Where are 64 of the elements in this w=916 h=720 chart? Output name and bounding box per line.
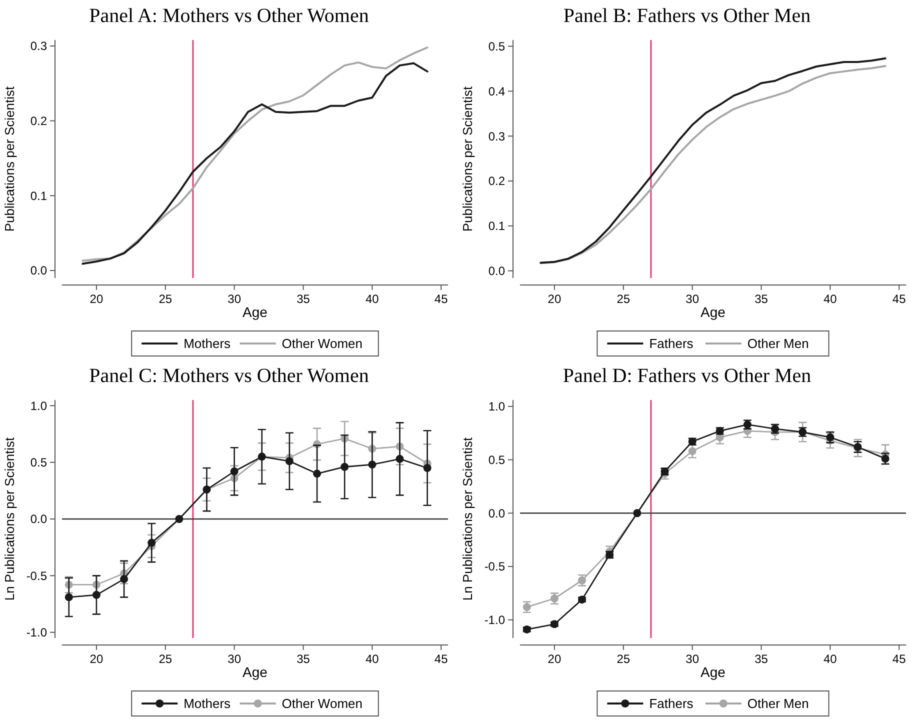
- x-tick-label: 35: [296, 292, 310, 306]
- x-tick-label: 30: [228, 652, 242, 666]
- x-tick-label: 45: [434, 292, 448, 306]
- x-tick-label: 30: [228, 292, 242, 306]
- x-tick-label: 45: [892, 292, 906, 306]
- x-tick-label: 20: [548, 292, 562, 306]
- y-tick-label: 0.2: [488, 174, 506, 188]
- y-tick-label: 0.3: [30, 39, 48, 54]
- x-tick-label: 20: [90, 292, 104, 306]
- x-tick-label: 25: [616, 292, 630, 306]
- y-axis-title: Publications per Scientist: [460, 86, 475, 232]
- y-tick-label: 0.1: [488, 219, 506, 234]
- legend-label: Other Men: [747, 336, 809, 352]
- y-tick-label: 0.5: [488, 452, 506, 467]
- y-tick-label: 0.3: [488, 129, 506, 144]
- x-tick-label: 20: [90, 652, 104, 666]
- y-tick-label: -1.0: [484, 613, 506, 628]
- y-tick-label: 0.0: [488, 264, 506, 278]
- legend-label: Other Men: [747, 696, 809, 712]
- y-tick-label: 0.4: [488, 84, 506, 98]
- y-axis-title: Ln Publications per Scientist: [2, 436, 17, 601]
- x-axis-title: Age: [242, 664, 268, 680]
- legend-label: Other Women: [282, 696, 362, 712]
- y-tick-label: 0.0: [30, 512, 48, 526]
- y-axis-title: Ln Publications per Scientist: [460, 436, 475, 601]
- x-tick-label: 40: [824, 652, 838, 666]
- y-tick-label: 0.0: [488, 506, 506, 520]
- x-tick-label: 25: [158, 292, 172, 306]
- x-tick-label: 20: [548, 652, 562, 666]
- y-tick-label: 1.0: [30, 398, 48, 413]
- legend-label: Mothers: [184, 696, 232, 712]
- x-tick-label: 40: [824, 292, 838, 306]
- legend-label: Fathers: [649, 336, 694, 352]
- y-tick-label: -0.5: [26, 568, 48, 583]
- x-tick-label: 40: [366, 652, 380, 666]
- x-tick-label: 30: [686, 652, 700, 666]
- y-axis-title: Publications per Scientist: [2, 86, 17, 232]
- chart-title: Panel B: Fathers vs Other Men: [563, 5, 811, 27]
- y-tick-label: 0.0: [30, 264, 48, 278]
- x-tick-label: 25: [616, 652, 630, 666]
- legend-label: Fathers: [649, 696, 694, 712]
- chart-title: Panel C: Mothers vs Other Women: [89, 365, 369, 387]
- y-tick-label: 0.5: [30, 456, 48, 470]
- legend-label: Other Women: [282, 336, 362, 352]
- x-tick-label: 45: [892, 652, 906, 666]
- x-tick-label: 30: [686, 292, 700, 306]
- y-tick-label: 1.0: [488, 400, 506, 414]
- x-tick-label: 35: [754, 652, 768, 666]
- x-axis-title: Age: [242, 304, 268, 320]
- x-tick-label: 40: [366, 292, 380, 306]
- y-tick-label: 0.1: [30, 188, 48, 203]
- legend-label: Mothers: [184, 336, 232, 352]
- x-tick-label: 35: [296, 652, 310, 666]
- chart-title: Panel A: Mothers vs Other Women: [89, 5, 369, 27]
- x-tick-label: 45: [434, 652, 448, 666]
- y-tick-label: -1.0: [26, 626, 48, 640]
- x-tick-label: 25: [158, 652, 172, 666]
- x-axis-title: Age: [700, 304, 726, 320]
- x-axis-title: Age: [700, 664, 726, 680]
- x-tick-label: 35: [754, 292, 768, 306]
- y-tick-label: 0.2: [30, 114, 48, 128]
- y-tick-label: 0.5: [488, 39, 506, 54]
- y-tick-label: -0.5: [484, 560, 506, 574]
- chart-title: Panel D: Fathers vs Other Men: [562, 365, 812, 387]
